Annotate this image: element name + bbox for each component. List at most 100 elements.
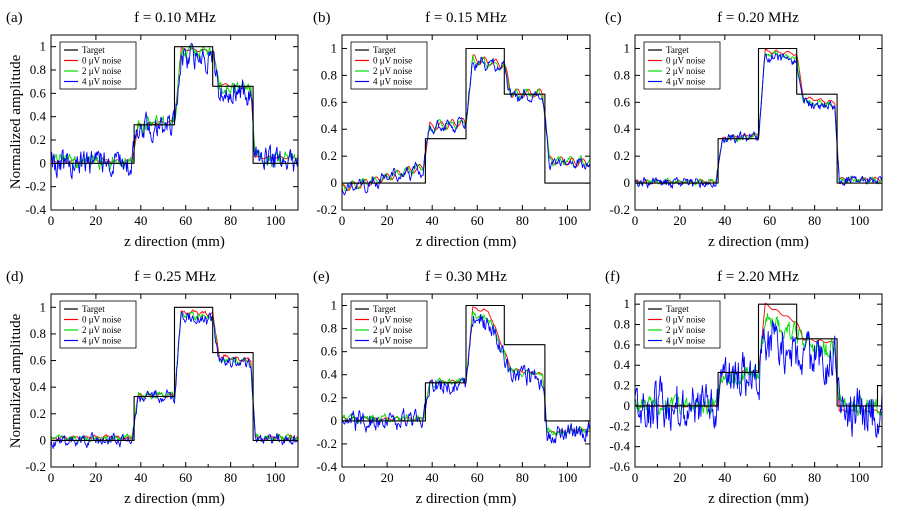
y-tick-label: 0.8 xyxy=(30,326,46,341)
x-tick-label: 0 xyxy=(339,470,346,485)
legend-entry: 2 μV noise xyxy=(373,325,412,335)
x-tick-label: 60 xyxy=(179,470,192,485)
series-line-target xyxy=(51,306,298,441)
y-tick-label: 0 xyxy=(40,432,47,447)
y-tick-label: 0.4 xyxy=(321,121,338,136)
y-tick-label: 0.8 xyxy=(30,62,46,77)
x-tick-label: 40 xyxy=(134,470,147,485)
x-tick-label: 100 xyxy=(266,213,286,228)
series-line-4-v-noise xyxy=(51,311,298,449)
x-axis-label: z direction (mm) xyxy=(416,234,517,250)
legend-entry: 0 μV noise xyxy=(82,315,121,325)
x-tick-label: 100 xyxy=(558,470,578,485)
panel-title: f = 0.10 MHz xyxy=(134,10,216,26)
x-tick-label: 0 xyxy=(632,470,639,485)
y-tick-label: 0 xyxy=(40,155,47,170)
x-tick-label: 80 xyxy=(808,213,821,228)
x-tick-label: 100 xyxy=(558,213,578,228)
legend-entry: Target xyxy=(373,45,396,55)
legend-entry: 4 μV noise xyxy=(82,336,121,346)
series-line-target xyxy=(635,303,882,407)
ylabel-top: Normalized amplitude xyxy=(8,54,24,189)
legend-entry: 4 μV noise xyxy=(666,77,705,87)
x-tick-label: 40 xyxy=(426,213,439,228)
x-tick-label: 60 xyxy=(471,470,484,485)
legend-entry: 4 μV noise xyxy=(666,336,705,346)
plot-frame xyxy=(634,293,883,468)
y-tick-label: -0.2 xyxy=(316,202,337,217)
y-tick-label: 0.6 xyxy=(30,353,47,368)
y-tick-label: 0 xyxy=(624,175,631,190)
y-tick-label: 0.6 xyxy=(321,344,338,359)
legend-entry: 0 μV noise xyxy=(373,56,412,66)
legend-entry: 2 μV noise xyxy=(82,325,121,335)
y-tick-label: 0.8 xyxy=(614,317,630,332)
panel-title: f = 0.30 MHz xyxy=(425,269,507,285)
x-axis-label: z direction (mm) xyxy=(124,234,225,250)
legend-entry: Target xyxy=(666,45,689,55)
legend-entry: 4 μV noise xyxy=(82,77,121,87)
x-tick-label: 100 xyxy=(850,213,870,228)
x-tick-label: 80 xyxy=(516,213,529,228)
x-tick-label: 0 xyxy=(48,470,55,485)
panel-label: (a) xyxy=(6,10,23,26)
y-tick-label: -0.4 xyxy=(25,202,46,217)
legend-entry: 0 μV noise xyxy=(82,56,121,66)
ylabel-bottom: Normalized amplitude xyxy=(8,313,24,448)
series-group xyxy=(635,47,882,189)
y-tick-label: 1 xyxy=(331,298,338,313)
x-tick-label: 40 xyxy=(426,470,439,485)
x-tick-label: 0 xyxy=(48,213,55,228)
x-tick-label: 20 xyxy=(381,213,394,228)
series-line-target xyxy=(342,47,590,184)
plot-frame xyxy=(634,34,883,211)
y-tick-label: 1 xyxy=(624,40,631,55)
x-tick-label: 0 xyxy=(339,213,346,228)
x-tick-label: 20 xyxy=(381,470,394,485)
series-line-target xyxy=(342,304,590,422)
y-tick-label: -0.2 xyxy=(25,179,46,194)
y-tick-label: 0 xyxy=(331,413,338,428)
plot-frame xyxy=(50,293,299,468)
x-tick-label: 80 xyxy=(224,470,237,485)
panel-title: f = 0.25 MHz xyxy=(134,269,216,285)
y-tick-label: 0.2 xyxy=(614,148,630,163)
chart-panel-f: (f) f = 2.20 MHz 0 20 40 60 80 100 -0.6 -0.4 -0.2 0… xyxy=(605,269,883,507)
x-tick-label: 80 xyxy=(516,470,529,485)
legend-entry: Target xyxy=(666,304,689,314)
y-tick-label: 1 xyxy=(40,39,47,54)
panel-title: f = 2.20 MHz xyxy=(717,269,799,285)
y-tick-label: 0.4 xyxy=(614,357,631,372)
y-tick-label: 0 xyxy=(331,175,338,190)
x-tick-label: 20 xyxy=(89,213,102,228)
y-tick-label: 1 xyxy=(331,40,338,55)
series-group xyxy=(342,47,590,196)
legend-entry: 0 μV noise xyxy=(666,56,705,66)
x-tick-label: 60 xyxy=(763,470,776,485)
series-line-target xyxy=(51,46,298,164)
panel-label: (e) xyxy=(313,269,330,285)
plot-frame xyxy=(341,293,591,468)
y-tick-label: 0.8 xyxy=(614,67,630,82)
panel-label: (f) xyxy=(605,269,620,285)
legend-entry: Target xyxy=(82,45,105,55)
y-tick-label: 0.4 xyxy=(30,109,47,124)
y-tick-label: -0.2 xyxy=(316,436,337,451)
panel-label: (b) xyxy=(313,10,331,26)
y-tick-label: 1 xyxy=(624,296,631,311)
y-tick-label: -0.4 xyxy=(609,439,630,454)
series-line-4-v-noise xyxy=(635,320,882,438)
series-group xyxy=(342,304,590,444)
y-tick-label: 0.4 xyxy=(321,367,338,382)
x-tick-label: 100 xyxy=(266,470,286,485)
legend-entry: 2 μV noise xyxy=(666,325,705,335)
y-tick-label: 0 xyxy=(624,398,631,413)
y-tick-label: 0.2 xyxy=(321,148,337,163)
plot-frame xyxy=(341,34,591,211)
x-tick-label: 60 xyxy=(471,213,484,228)
x-tick-label: 80 xyxy=(808,470,821,485)
